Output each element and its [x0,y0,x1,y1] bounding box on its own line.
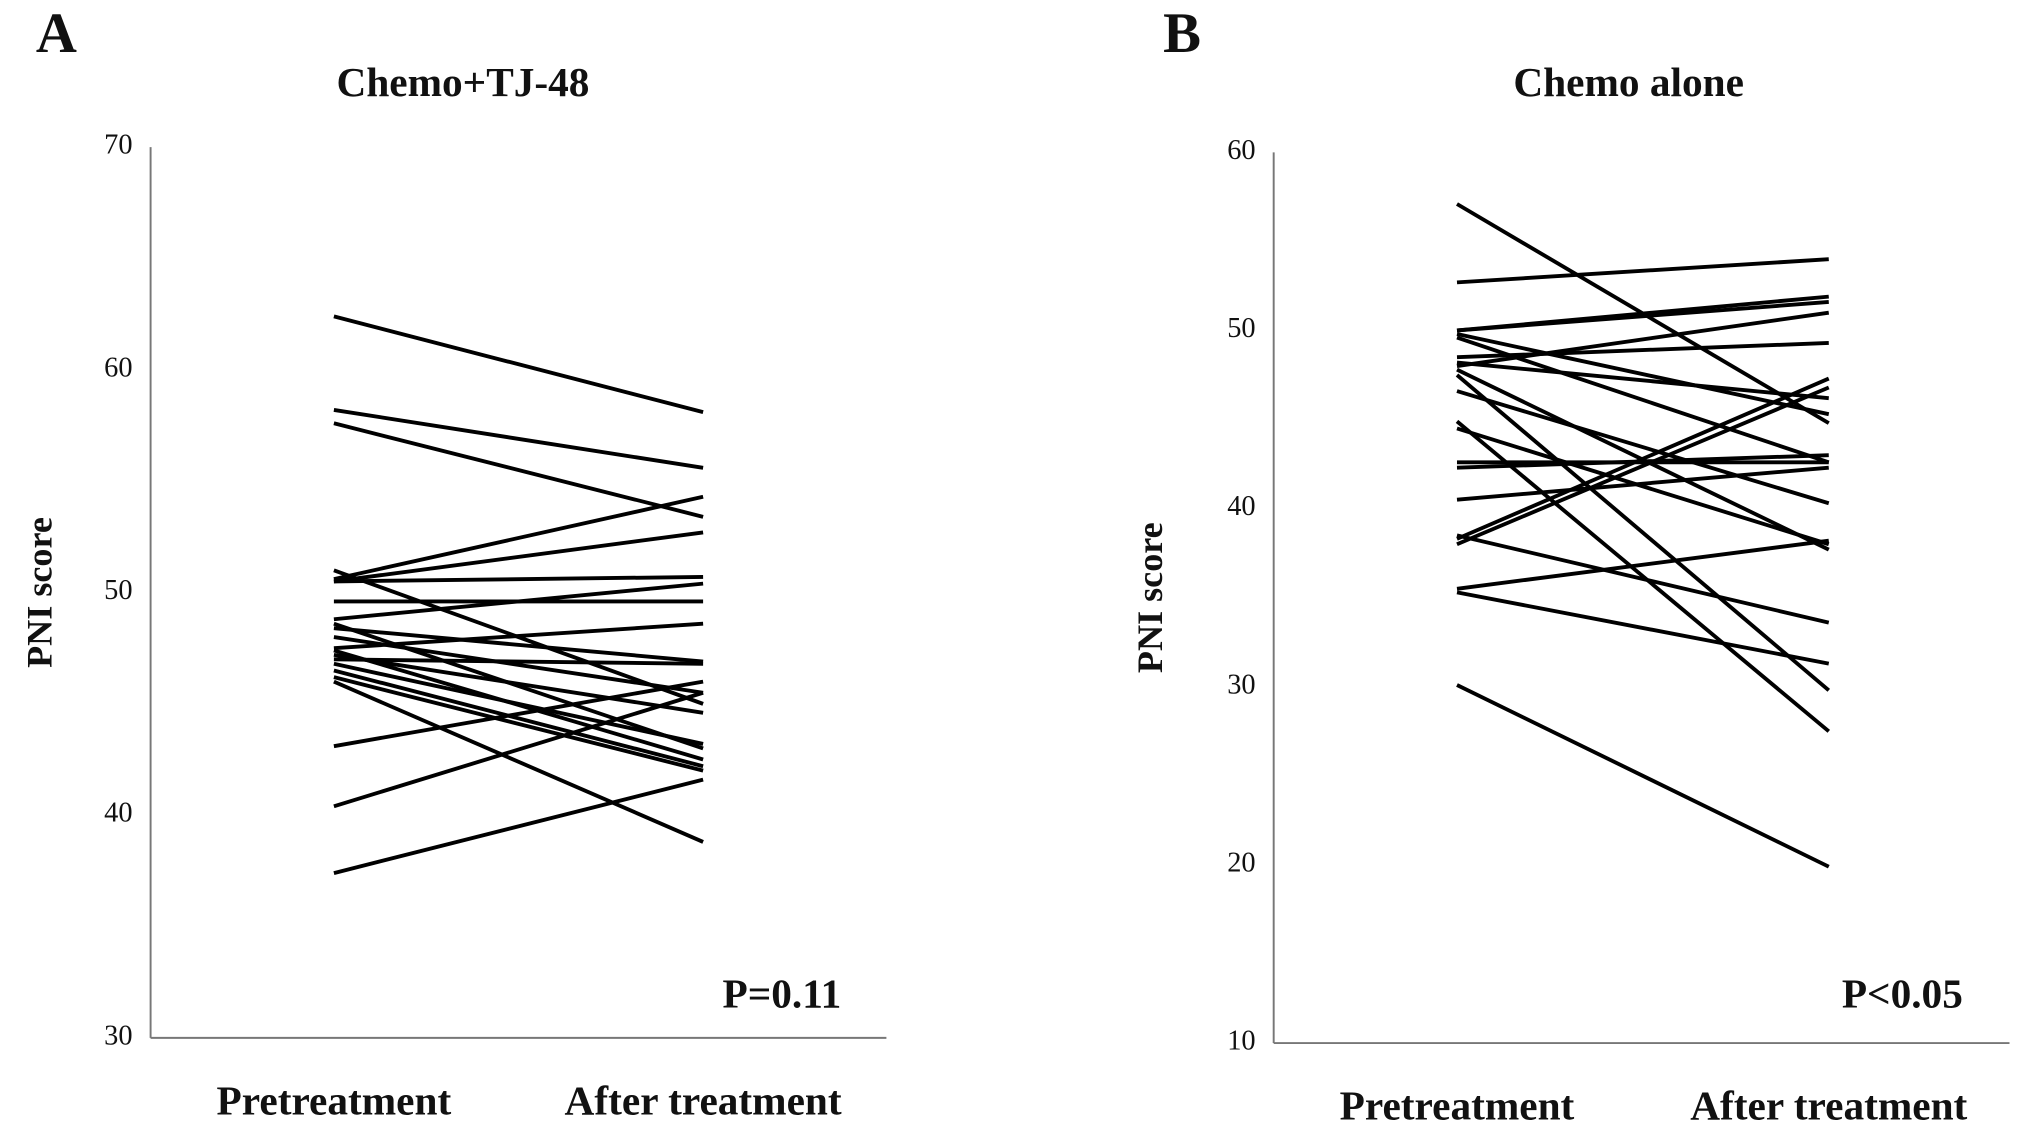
patient-line [333,675,704,773]
patient-line [333,657,704,666]
patient-line [1456,360,1829,401]
patient-line [333,621,704,651]
y-tick-label: 50 [104,575,132,606]
patient-line [1456,385,1830,547]
patient-line [1456,257,1829,285]
y-tick-label: 50 [1227,313,1255,344]
patient-line [1456,389,1830,506]
patient-line [1455,373,1831,692]
y-tick-label: 60 [104,352,132,383]
patient-line [1456,310,1830,369]
y-tick-label: 70 [104,130,132,161]
patient-line [1456,538,1830,591]
y-tick-label: 30 [104,1020,132,1051]
patient-line [333,635,704,695]
patient-line [1456,683,1830,869]
x-tick-label: Pretreatment [1340,1083,1575,1129]
patient-line [1455,419,1831,733]
patient-line [1456,376,1830,541]
patient-line [333,668,704,769]
patient-line [1456,341,1829,360]
patient-line [333,494,704,582]
patient-line [333,679,704,749]
y-tick-label: 10 [1227,1026,1255,1057]
chart-title: Chemo+TJ-48 [337,59,590,105]
y-tick-label: 40 [104,798,132,829]
x-tick-label: After treatment [1690,1083,1967,1129]
patient-line [333,530,704,584]
y-tick-label: 30 [1227,669,1255,700]
patient-line [333,690,704,809]
panel-label: B [1163,2,1201,65]
patient-line [333,421,704,519]
y-axis-label: PNI score [20,517,60,668]
patient-line [333,626,704,664]
patient-line [333,661,704,746]
y-tick-label: 60 [1227,135,1255,166]
patient-line [333,581,704,622]
patient-line [333,652,704,715]
patient-line [333,575,704,584]
annotation: P=0.11 [722,970,841,1016]
patient-line [1456,590,1830,666]
x-tick-label: After treatment [565,1078,842,1124]
patient-line [333,314,704,415]
patient-line [1456,300,1829,333]
y-tick-label: 40 [1227,491,1255,522]
patient-line [1456,533,1830,625]
chart-title: Chemo alone [1513,59,1744,105]
patient-line [1456,426,1830,547]
x-tick-label: Pretreatment [217,1078,452,1124]
patient-line [333,408,704,470]
patient-line [333,679,704,844]
y-tick-label: 20 [1227,847,1255,878]
panel-label: A [36,2,77,65]
patient-line [1456,332,1830,417]
annotation: P<0.05 [1842,970,1963,1016]
patient-line [1456,465,1829,502]
patient-line [333,777,704,875]
y-axis-label: PNI score [1130,522,1170,673]
patient-line [1456,453,1829,470]
